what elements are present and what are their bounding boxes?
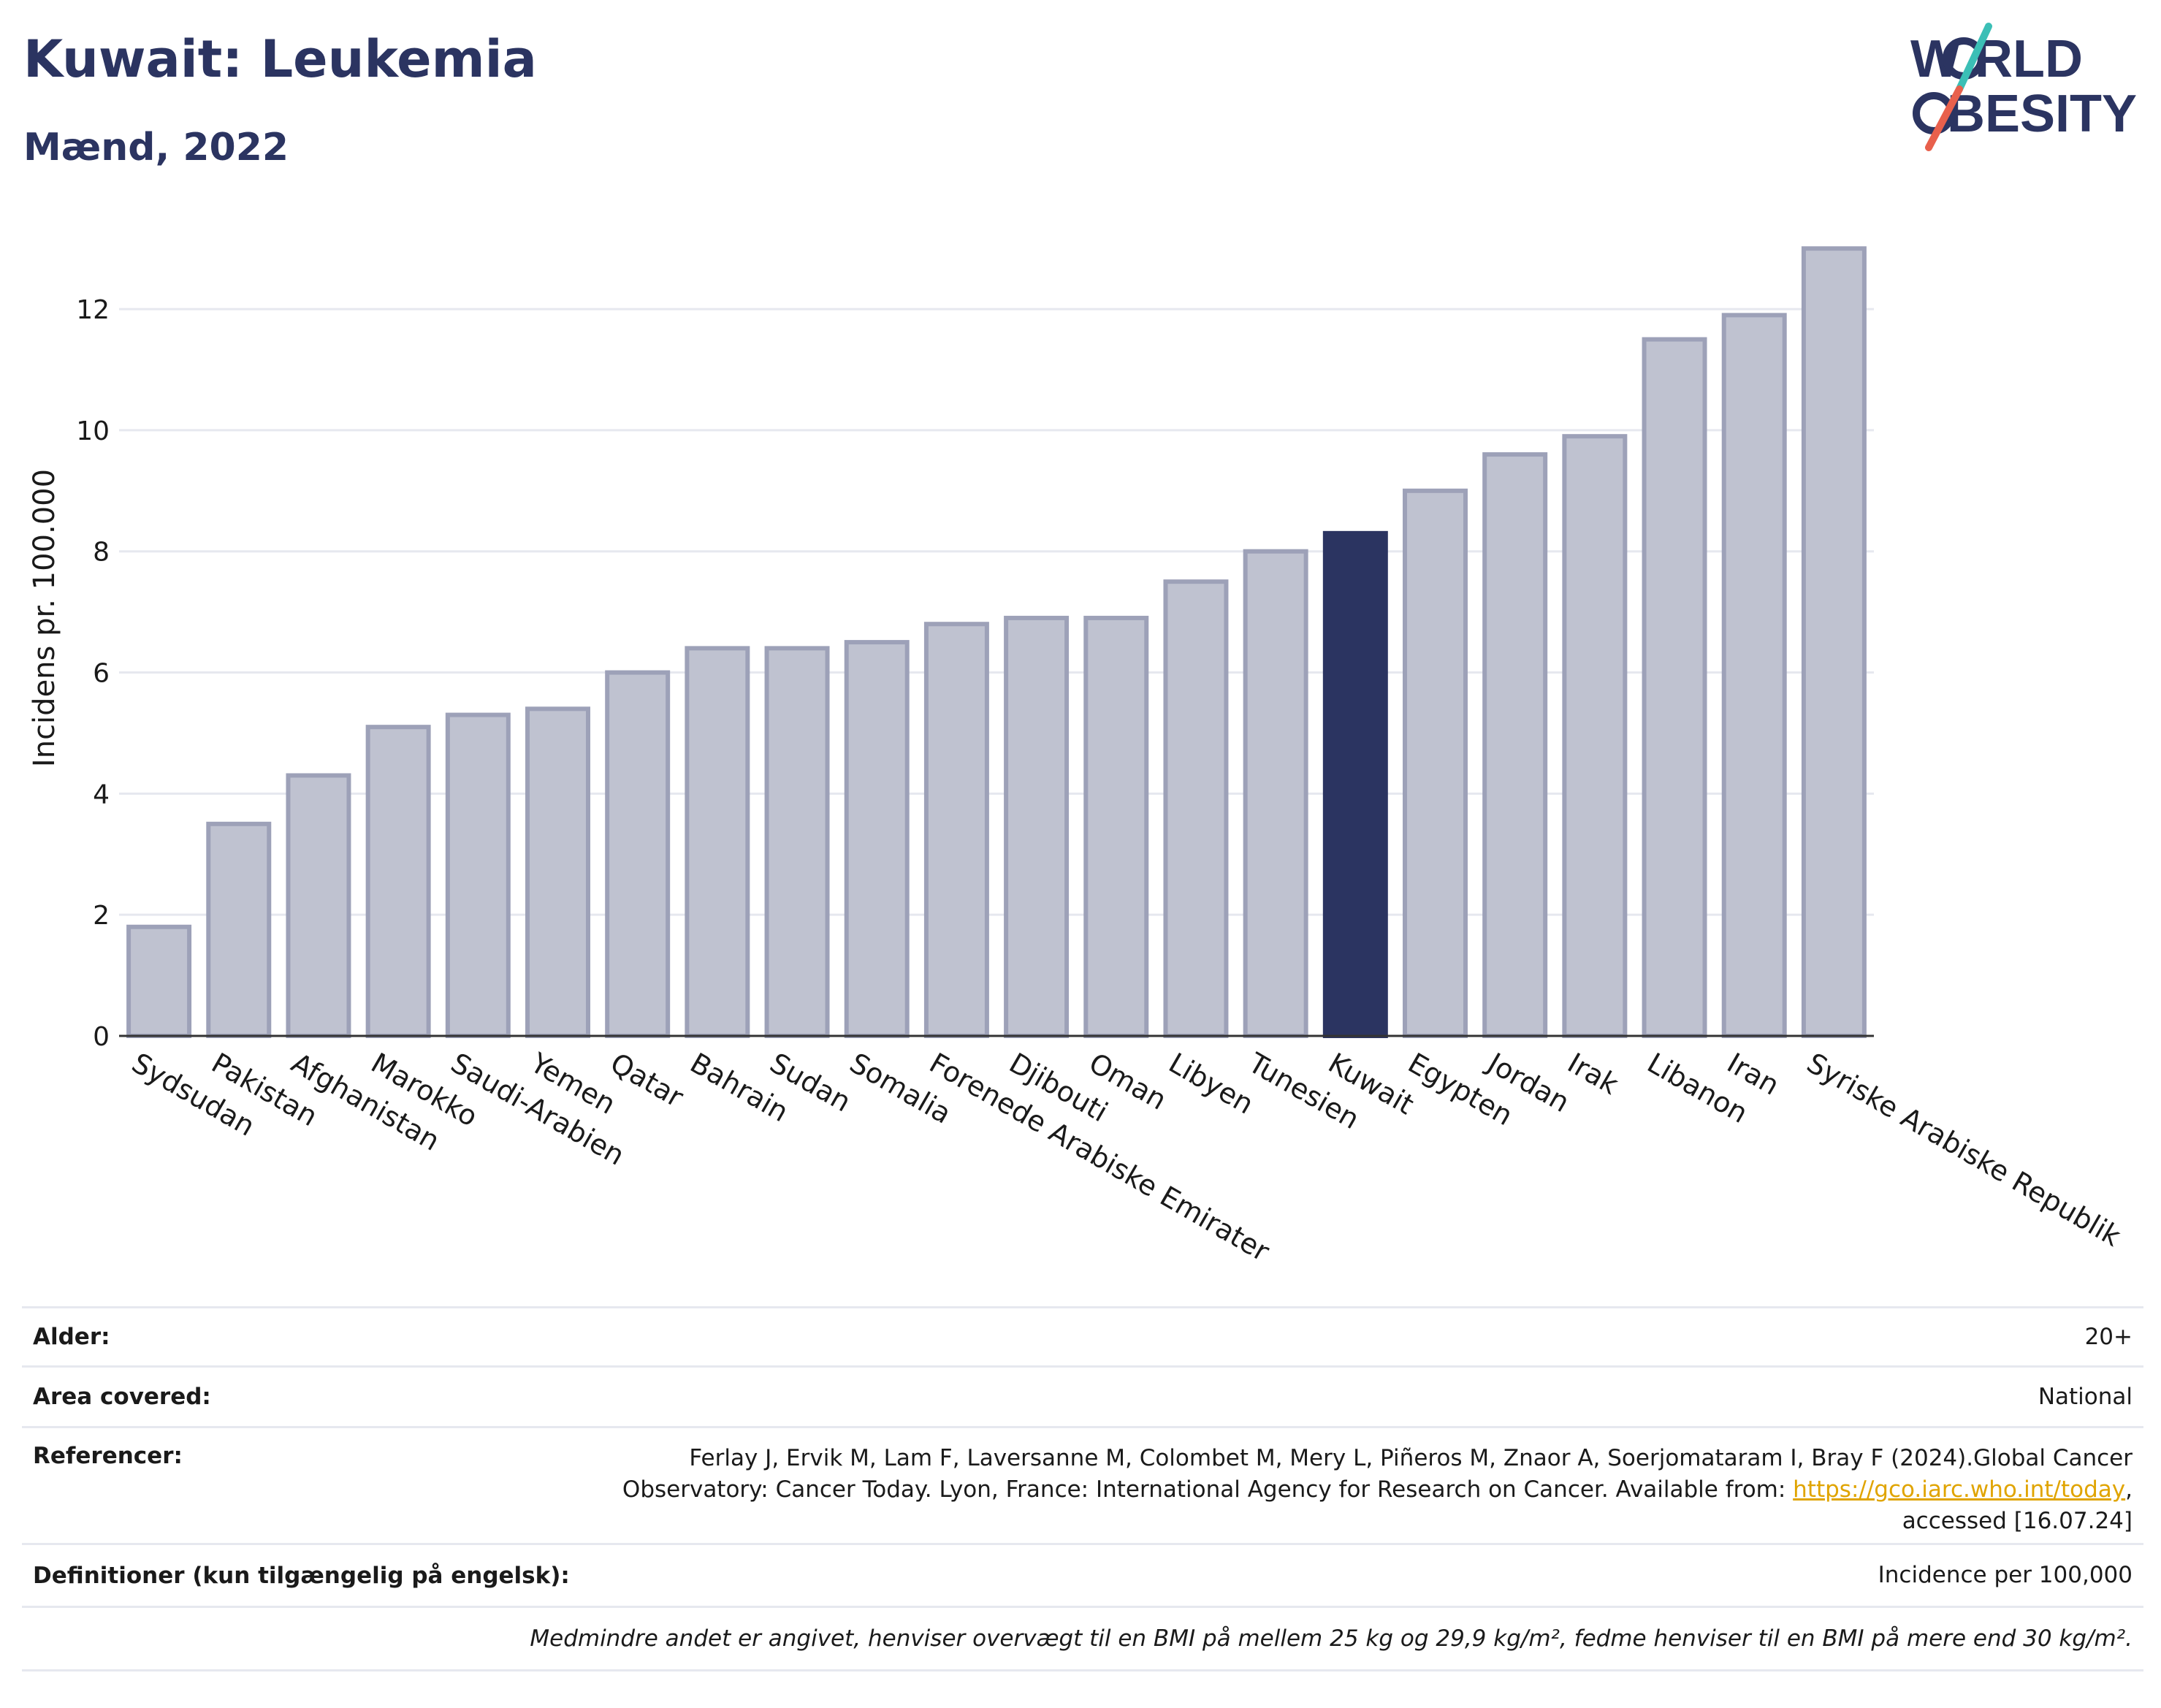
bar-sydsudan xyxy=(126,924,192,1039)
bar-chart: 0 2 4 6 8 10 12 SydsudanPakistanAfghanistanMar… xyxy=(28,246,2126,1268)
y-tick-label: 6 xyxy=(93,659,110,689)
bar-irak xyxy=(1562,434,1628,1038)
bar-yemen xyxy=(525,706,590,1038)
references-suffix: , accessed [16.07.24] xyxy=(1902,1476,2133,1534)
bar-forenede-arabiske-emirater xyxy=(923,622,989,1038)
meta-row-references: Referencer: Ferlay J, Ervik M, Lam F, La… xyxy=(22,1426,2143,1543)
y-tick-label: 10 xyxy=(76,416,110,446)
y-tick-label: 0 xyxy=(93,1022,110,1052)
bar-libyen xyxy=(1163,579,1229,1038)
area-label: Area covered: xyxy=(33,1384,211,1410)
definitions-value: Incidence per 100,000 xyxy=(1878,1562,2133,1588)
page-subtitle: Mænd, 2022 xyxy=(23,126,289,169)
bar-jordan xyxy=(1482,452,1548,1038)
logo-line2: BESITY xyxy=(1947,85,2137,143)
bar-qatar xyxy=(605,670,671,1038)
y-tick-label: 8 xyxy=(93,538,110,568)
meta-row-age: Alder: 20+ xyxy=(22,1306,2143,1365)
logo-slash-bottom xyxy=(1925,85,1963,151)
age-label: Alder: xyxy=(33,1324,110,1350)
bar-kuwait xyxy=(1322,530,1388,1038)
bar-marokko xyxy=(365,725,431,1039)
y-tick-label: 4 xyxy=(93,779,110,809)
bars xyxy=(126,246,1867,1039)
world-obesity-logo: W RLD BESITY xyxy=(1910,23,2137,151)
references-value: Ferlay J, Ervik M, Lam F, Laversanne M, … xyxy=(598,1443,2133,1537)
metadata-table: Alder: 20+ Area covered: National Refere… xyxy=(22,1306,2143,1671)
y-axis-ticks: 0 2 4 6 8 10 12 xyxy=(76,295,110,1052)
bar-egypten xyxy=(1403,488,1468,1038)
bar-djibouti xyxy=(1004,615,1070,1038)
page-title: Kuwait: Leukemia xyxy=(23,29,537,89)
x-tick-label: Libyen xyxy=(1163,1047,1259,1121)
x-axis-labels: SydsudanPakistanAfghanistanMarokkoSaudi-… xyxy=(126,1046,2126,1268)
meta-row-area: Area covered: National xyxy=(22,1365,2143,1426)
bar-oman xyxy=(1083,615,1149,1038)
bmi-note: Medmindre andet er angivet, henviser ove… xyxy=(530,1625,2133,1652)
bar-syriske-arabiske-republik xyxy=(1801,246,1867,1038)
references-label: Referencer: xyxy=(33,1443,183,1469)
bar-iran xyxy=(1721,313,1787,1038)
logo-slash-top xyxy=(1956,23,1992,93)
definitions-label: Definitioner (kun tilgængelig på engelsk… xyxy=(33,1562,570,1589)
logo-line1: W RLD xyxy=(1910,30,2083,88)
y-tick-label: 12 xyxy=(76,295,110,325)
bar-libanon xyxy=(1642,337,1707,1038)
bar-somalia xyxy=(844,640,910,1038)
references-link[interactable]: https://gco.iarc.who.int/today xyxy=(1793,1476,2126,1503)
x-tick-label: Qatar xyxy=(605,1047,689,1114)
bar-sudan xyxy=(764,646,830,1038)
age-value: 20+ xyxy=(2084,1323,2133,1350)
meta-row-definitions: Definitioner (kun tilgængelig på engelsk… xyxy=(22,1543,2143,1606)
meta-row-note: Medmindre andet er angivet, henviser ove… xyxy=(22,1606,2143,1671)
bar-bahrain xyxy=(685,646,750,1038)
bar-afghanistan xyxy=(286,773,351,1039)
references-text: Ferlay J, Ervik M, Lam F, Laversanne M, … xyxy=(622,1445,2133,1503)
bar-tunesien xyxy=(1243,549,1308,1038)
y-axis-label: Incidens pr. 100.000 xyxy=(28,469,61,767)
y-tick-label: 2 xyxy=(93,901,110,931)
bar-pakistan xyxy=(206,821,272,1039)
bar-saudi-arabien xyxy=(445,712,511,1039)
area-value: National xyxy=(2038,1383,2133,1410)
x-tick-label: Syriske Arabiske Republik xyxy=(1802,1047,2126,1253)
